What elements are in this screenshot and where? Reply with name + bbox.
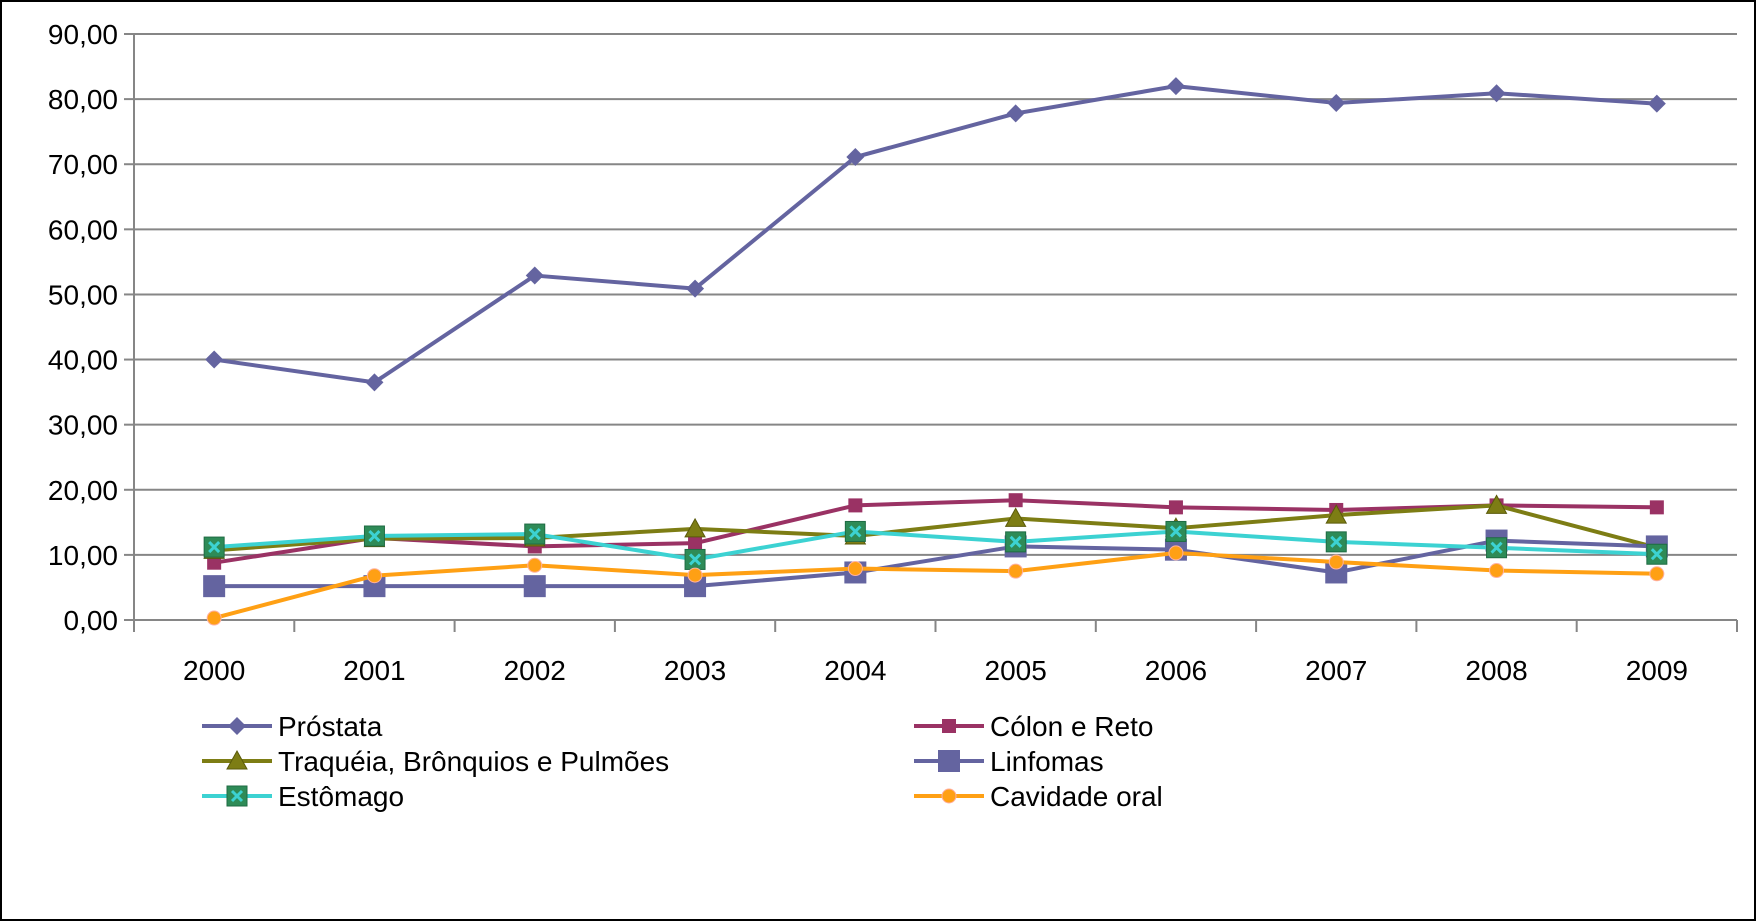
x-tick-label: 2006 (1145, 655, 1207, 686)
y-tick-label: 50,00 (48, 279, 118, 310)
data-point (684, 575, 707, 598)
data-point (684, 548, 706, 570)
data-point (686, 279, 705, 298)
data-point (1168, 545, 1184, 561)
x-tick-label: 2005 (985, 655, 1047, 686)
legend: Próstata Cólon e Reto Traquéia, Brônquios … (202, 711, 1163, 812)
series-line (213, 498, 1657, 565)
legend-item: Linfomas (914, 746, 1104, 777)
data-point (1006, 104, 1025, 123)
data-point (1008, 493, 1023, 508)
data-point (687, 567, 703, 583)
legend-label: Traquéia, Brônquios e Pulmões (278, 746, 669, 777)
y-tick-label: 30,00 (48, 410, 118, 441)
data-point (1327, 94, 1346, 113)
series-lines (203, 77, 1668, 626)
legend-item: Estômago (202, 781, 404, 812)
data-point (1646, 543, 1668, 565)
data-point (1485, 494, 1508, 514)
series-line (213, 84, 1657, 385)
data-point (688, 536, 703, 551)
axes: 0,00 10,00 20,00 30,00 40,00 50,00 60,00 70,00 8… (48, 19, 1738, 686)
legend-marker (938, 750, 960, 772)
y-tick-label: 80,00 (48, 84, 118, 115)
data-point (1004, 507, 1027, 527)
legend-marker (941, 788, 957, 804)
data-point (1325, 504, 1348, 524)
data-point (684, 517, 706, 538)
series-line (214, 503, 1658, 553)
data-point (846, 148, 865, 167)
data-point (363, 525, 385, 547)
x-tick-label: 2000 (183, 655, 245, 686)
data-point (524, 523, 546, 545)
data-point (844, 520, 866, 542)
data-point (1165, 520, 1187, 542)
series-line (214, 529, 1657, 562)
y-tick-label: 40,00 (48, 345, 118, 376)
data-point (525, 266, 544, 285)
data-point (1008, 563, 1024, 579)
legend-label: Próstata (278, 711, 383, 742)
legend-label: Cavidade oral (990, 781, 1163, 812)
x-tick-label: 2009 (1626, 655, 1688, 686)
y-tick-label: 0,00 (64, 605, 119, 636)
y-tick-label: 90,00 (48, 19, 118, 50)
data-point (1649, 566, 1665, 582)
legend-item: Cólon e Reto (914, 711, 1153, 742)
data-point (203, 536, 225, 558)
data-point (847, 561, 863, 577)
legend-item: Próstata (202, 711, 383, 742)
data-point (1486, 537, 1508, 559)
x-tick-label: 2004 (824, 655, 886, 686)
data-point (365, 373, 384, 392)
data-point (1168, 500, 1183, 515)
data-point (206, 610, 222, 626)
series-5 (206, 545, 1665, 626)
data-point (1487, 84, 1506, 103)
data-point (366, 568, 382, 584)
data-point (203, 575, 226, 598)
data-point (1489, 563, 1505, 579)
data-point (1166, 77, 1185, 96)
data-point (207, 555, 222, 570)
data-point (1325, 531, 1347, 553)
data-point (848, 498, 863, 513)
data-point (527, 557, 543, 573)
series-line (213, 550, 1657, 620)
data-point (523, 575, 546, 598)
y-tick-label: 70,00 (48, 149, 118, 180)
legend-marker (226, 785, 248, 807)
data-point (1649, 500, 1664, 515)
legend-label: Linfomas (990, 746, 1104, 777)
y-tick-label: 20,00 (48, 475, 118, 506)
y-tick-label: 10,00 (48, 540, 118, 571)
x-tick-label: 2002 (504, 655, 566, 686)
legend-marker (942, 719, 956, 733)
data-point (205, 350, 224, 369)
x-tick-label: 2003 (664, 655, 726, 686)
x-tick-label: 2007 (1305, 655, 1367, 686)
legend-label: Estômago (278, 781, 404, 812)
y-tick-label: 60,00 (48, 214, 118, 245)
legend-marker (226, 749, 248, 770)
data-point (1005, 531, 1027, 553)
series-line (214, 538, 1657, 589)
x-tick-label: 2001 (343, 655, 405, 686)
legend-label: Cólon e Reto (990, 711, 1153, 742)
data-point (1647, 94, 1666, 113)
data-point (1328, 554, 1344, 570)
grid-lines (134, 33, 1737, 556)
legend-item: Traquéia, Brônquios e Pulmões (202, 746, 669, 777)
x-tick-label: 2008 (1465, 655, 1527, 686)
series-0 (205, 77, 1666, 392)
legend-marker (228, 717, 246, 735)
legend-item: Cavidade oral (914, 781, 1163, 812)
series-4 (203, 520, 1668, 570)
